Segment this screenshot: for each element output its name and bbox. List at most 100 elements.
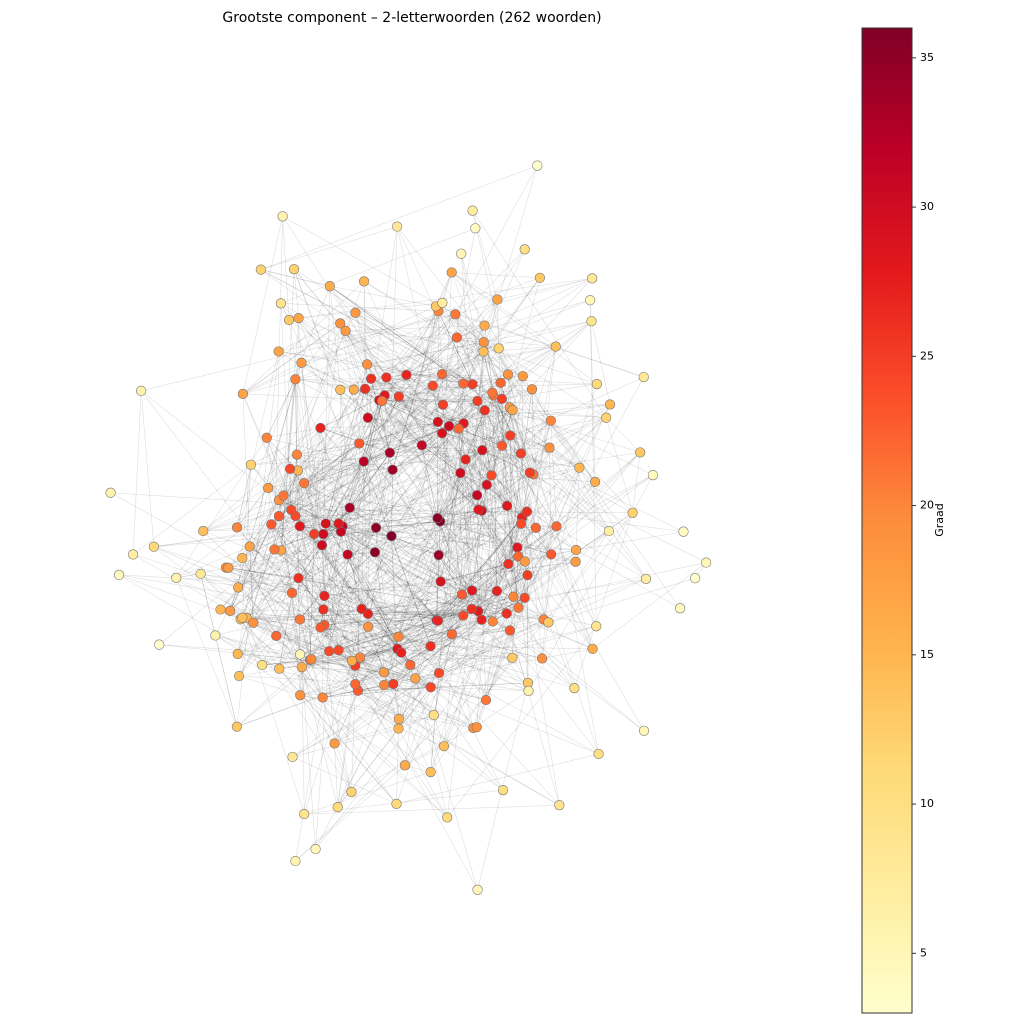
node	[520, 593, 530, 603]
node	[377, 396, 387, 406]
node	[351, 308, 361, 318]
node	[114, 570, 124, 580]
node	[198, 526, 208, 536]
node	[426, 767, 436, 777]
node	[406, 660, 416, 670]
node	[434, 668, 444, 678]
node	[433, 616, 443, 626]
node	[474, 505, 484, 515]
node	[171, 573, 181, 583]
colorbar-tick-label: 25	[920, 349, 934, 362]
node	[288, 752, 298, 762]
node	[546, 550, 556, 560]
node	[493, 295, 503, 305]
node	[503, 370, 513, 380]
node	[334, 519, 344, 529]
node	[371, 523, 381, 533]
node	[306, 654, 316, 664]
node	[468, 379, 478, 389]
node	[257, 660, 267, 670]
node	[400, 761, 410, 771]
node	[516, 449, 526, 459]
node	[497, 441, 507, 451]
node	[316, 623, 326, 633]
node	[480, 406, 490, 416]
node	[588, 644, 598, 654]
node	[679, 527, 689, 537]
node	[587, 316, 597, 326]
node	[297, 662, 307, 672]
node	[434, 550, 444, 560]
node	[274, 347, 284, 357]
node	[363, 413, 373, 423]
node	[520, 245, 530, 255]
node	[287, 588, 297, 598]
node	[211, 631, 221, 641]
node	[295, 615, 305, 625]
node	[546, 416, 556, 426]
node	[641, 574, 651, 584]
node	[456, 468, 466, 478]
node	[690, 573, 700, 583]
node	[527, 384, 537, 394]
colorbar	[862, 28, 912, 1013]
node	[533, 161, 543, 171]
node	[285, 464, 295, 474]
colorbar-tick-label: 35	[920, 51, 934, 64]
node	[587, 274, 597, 284]
node	[366, 374, 376, 384]
node	[274, 664, 284, 674]
node	[318, 693, 328, 703]
node	[248, 618, 258, 628]
node	[552, 522, 562, 532]
node	[523, 570, 533, 580]
node	[354, 439, 364, 449]
node	[394, 392, 404, 402]
node	[461, 455, 471, 465]
node	[237, 553, 247, 563]
node	[276, 299, 286, 309]
node	[471, 224, 481, 234]
node	[394, 714, 404, 724]
node	[628, 508, 638, 518]
node	[492, 586, 502, 596]
node	[531, 523, 541, 533]
node	[509, 592, 519, 602]
node	[345, 503, 355, 513]
node	[349, 385, 359, 395]
node	[279, 491, 289, 501]
colorbar-label: Graad	[933, 503, 946, 537]
node	[360, 384, 370, 394]
node	[604, 526, 614, 536]
node	[196, 569, 206, 579]
node	[458, 611, 468, 621]
node	[472, 722, 482, 732]
colorbar-tick-label: 10	[920, 797, 934, 810]
node	[477, 445, 487, 455]
node	[537, 654, 547, 664]
node	[473, 396, 483, 406]
node	[334, 645, 344, 655]
node	[468, 206, 478, 216]
node	[444, 421, 454, 431]
node	[508, 405, 518, 415]
node	[295, 521, 305, 531]
node	[467, 604, 477, 614]
node	[479, 337, 489, 347]
node	[263, 483, 273, 493]
node	[438, 400, 448, 410]
node	[437, 369, 447, 379]
node	[347, 787, 357, 797]
node	[299, 809, 309, 819]
node	[442, 813, 452, 823]
node	[535, 273, 545, 283]
node	[551, 342, 561, 352]
node	[289, 264, 299, 274]
node	[271, 631, 281, 641]
node	[154, 640, 164, 650]
node	[570, 683, 580, 693]
node	[333, 802, 343, 812]
node	[380, 680, 390, 690]
node	[267, 520, 277, 530]
